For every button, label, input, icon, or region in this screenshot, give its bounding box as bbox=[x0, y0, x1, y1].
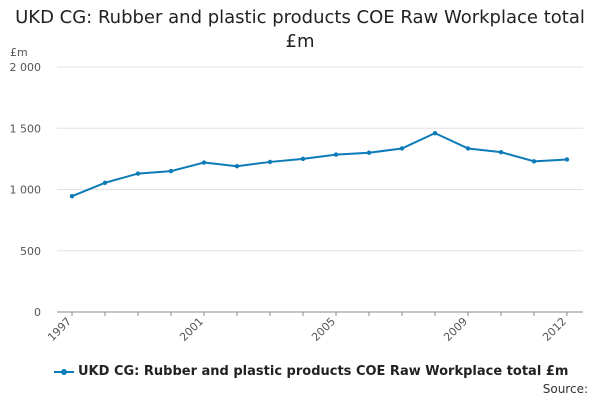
data-point bbox=[465, 146, 471, 151]
x-tick-label: 2005 bbox=[309, 315, 338, 344]
y-axis-ticks: 0 500 1 000 1 500 2 000 bbox=[10, 61, 42, 319]
data-point bbox=[498, 149, 504, 155]
x-tick-label: 1997 bbox=[45, 315, 74, 344]
y-tick-label: 2 000 bbox=[10, 61, 42, 74]
data-point bbox=[135, 171, 141, 176]
data-point bbox=[531, 159, 537, 164]
data-point bbox=[102, 180, 108, 185]
y-tick-label: 500 bbox=[20, 245, 41, 258]
source-label: Source: bbox=[542, 382, 588, 396]
legend-label: UKD CG: Rubber and plastic products COE … bbox=[78, 364, 569, 379]
data-point bbox=[69, 194, 75, 199]
y-tick-label: 0 bbox=[34, 306, 41, 319]
data-point bbox=[432, 130, 438, 136]
x-axis: 1997 2001 2005 2009 2012 bbox=[45, 311, 583, 344]
data-point bbox=[234, 164, 240, 169]
data-point bbox=[333, 152, 339, 157]
series-group bbox=[69, 130, 570, 199]
y-tick-label: 1 000 bbox=[10, 184, 42, 197]
series-line bbox=[71, 132, 568, 198]
x-tick-label: 2012 bbox=[540, 315, 569, 344]
data-point bbox=[201, 160, 207, 165]
data-point bbox=[300, 156, 306, 162]
legend-line-icon bbox=[54, 367, 74, 377]
legend: UKD CG: Rubber and plastic products COE … bbox=[54, 364, 568, 379]
data-point bbox=[267, 159, 273, 165]
data-point bbox=[366, 150, 372, 155]
x-tick-label: 2009 bbox=[441, 315, 470, 344]
data-point bbox=[168, 168, 174, 174]
gridlines bbox=[57, 66, 583, 252]
chart-title: UKD CG: Rubber and plastic products COE … bbox=[15, 7, 585, 52]
y-axis-unit-label: £m bbox=[10, 46, 28, 59]
x-tick-label: 2001 bbox=[177, 315, 206, 344]
data-point bbox=[564, 157, 570, 162]
y-tick-label: 1 500 bbox=[10, 122, 42, 135]
data-point bbox=[399, 146, 405, 151]
